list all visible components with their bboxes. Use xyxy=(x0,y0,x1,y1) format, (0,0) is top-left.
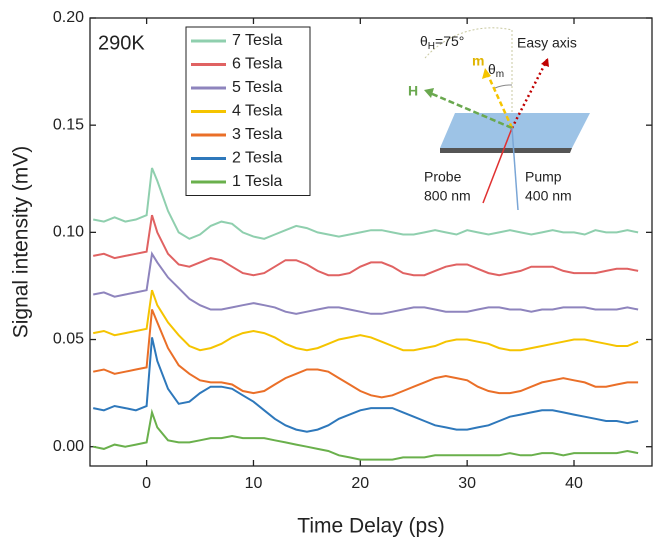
series-line xyxy=(92,408,639,461)
legend-label: 5 Tesla xyxy=(232,79,283,96)
probe-label: Probe xyxy=(424,169,462,185)
x-tick-label: 20 xyxy=(351,475,369,492)
sample-plate xyxy=(440,113,590,148)
y-tick-label: 0.00 xyxy=(53,438,84,455)
series-line xyxy=(93,167,639,240)
legend-label: 3 Tesla xyxy=(232,126,283,143)
legend-label: 4 Tesla xyxy=(232,103,283,120)
legend-label: 7 Tesla xyxy=(232,32,283,49)
series-line xyxy=(93,250,639,315)
y-tick-label: 0.10 xyxy=(53,224,84,241)
x-tick-label: 10 xyxy=(245,475,263,492)
plot-area: 0.00 0.05 0.10 0.15 0.20 0 10 20 30 40 7 Tesla 6 Te… xyxy=(53,9,653,492)
angle-arc xyxy=(494,84,513,89)
probe-beam xyxy=(482,127,513,204)
arrowhead xyxy=(482,68,491,79)
pump-beam xyxy=(511,127,519,211)
easy-axis-arrow xyxy=(510,57,550,129)
angle-arc xyxy=(424,27,513,59)
x-tick-label: 30 xyxy=(458,475,476,492)
x-tick-label: 0 xyxy=(142,475,151,492)
legend-label: 2 Tesla xyxy=(232,150,283,167)
sample-edge xyxy=(440,148,572,153)
series-line xyxy=(92,309,639,399)
x-tick-label: 40 xyxy=(565,475,583,492)
inset-diagram: θH=75° Easy axis m θm H Probe 800 nm Pum… xyxy=(408,27,590,211)
label-sub: m xyxy=(496,69,504,80)
y-tick-label: 0.05 xyxy=(53,331,84,348)
x-axis-title: Time Delay (ps) xyxy=(297,515,444,538)
legend-label: 1 Tesla xyxy=(232,173,283,190)
easy-axis-label: Easy axis xyxy=(517,35,577,51)
arrowhead xyxy=(424,88,434,98)
moment-angle-label: θm xyxy=(488,61,504,80)
y-tick-label: 0.20 xyxy=(53,9,84,26)
field-arrow xyxy=(429,91,513,130)
temperature-label: 290K xyxy=(98,32,145,54)
y-tick-label: 0.15 xyxy=(53,116,84,133)
label-part: θ xyxy=(488,61,496,77)
arrowhead xyxy=(541,58,549,67)
probe-label: 800 nm xyxy=(424,188,471,204)
y-axis-title: Signal intensity (mV) xyxy=(10,146,33,339)
field-label: H xyxy=(408,83,418,99)
field-angle-label: θH=75° xyxy=(420,33,464,52)
series-line xyxy=(93,289,639,352)
label-part: =75° xyxy=(435,33,464,49)
label-part: θ xyxy=(420,33,428,49)
series-line xyxy=(92,337,639,433)
series-line xyxy=(93,214,639,277)
moment-arrow xyxy=(485,72,514,129)
moment-label: m xyxy=(472,53,484,69)
pump-label: Pump xyxy=(525,169,562,185)
pump-label: 400 nm xyxy=(525,188,572,204)
legend-label: 6 Tesla xyxy=(232,56,283,73)
label-sub: H xyxy=(428,41,435,52)
plot-frame xyxy=(89,17,653,467)
